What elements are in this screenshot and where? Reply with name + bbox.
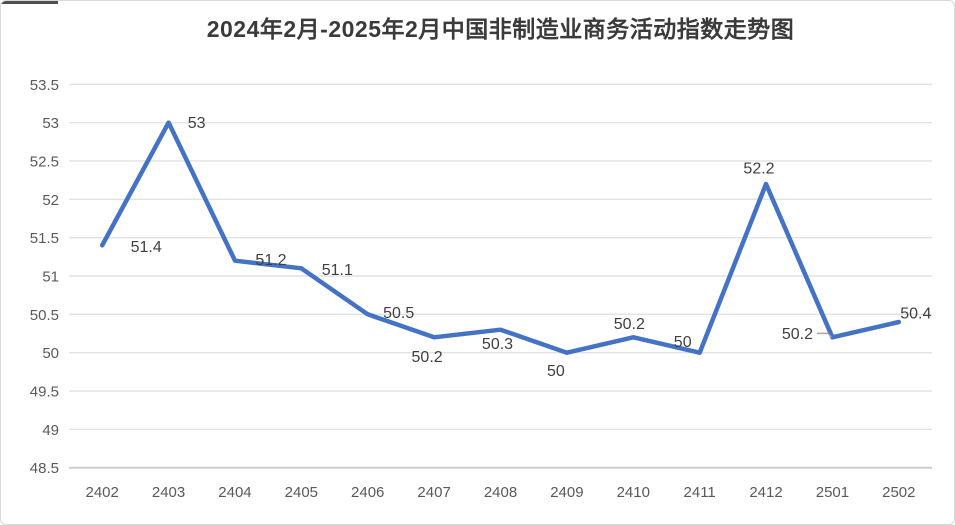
y-axis-tick-label: 49 bbox=[42, 422, 59, 439]
data-point-label: 53 bbox=[188, 115, 206, 132]
x-axis-category-label: 2403 bbox=[152, 484, 185, 501]
y-axis-tick-label: 53 bbox=[42, 115, 59, 132]
data-point-label: 50.3 bbox=[482, 336, 513, 353]
x-axis-category-label: 2411 bbox=[684, 484, 716, 501]
x-axis-category-label: 2408 bbox=[484, 484, 517, 501]
data-point-label: 50.2 bbox=[614, 316, 645, 333]
x-axis-category-label: 2407 bbox=[417, 484, 450, 501]
data-point-label: 52.2 bbox=[743, 161, 774, 178]
data-point-label: 50.2 bbox=[412, 349, 443, 366]
chart-title: 2024年2月-2025年2月中国非制造业商务活动指数走势图 bbox=[206, 16, 795, 42]
x-axis-category-label: 2405 bbox=[285, 484, 318, 501]
x-axis-category-label: 2412 bbox=[749, 484, 782, 501]
data-label-leader-line bbox=[816, 332, 832, 338]
y-axis-tick-label: 52.5 bbox=[30, 153, 59, 170]
data-point-label: 50.5 bbox=[383, 305, 414, 322]
data-point-label: 50.4 bbox=[900, 306, 931, 323]
series-line bbox=[99, 120, 902, 355]
data-point-label: 51.1 bbox=[322, 262, 353, 279]
y-axis-tick-label: 51.5 bbox=[30, 230, 59, 247]
data-point-label: 50 bbox=[547, 363, 565, 380]
y-axis-tick-label: 50.5 bbox=[30, 307, 59, 324]
data-point-label: 50 bbox=[674, 334, 692, 351]
y-axis-tick-label: 51 bbox=[42, 269, 59, 286]
data-point-label: 51.2 bbox=[255, 252, 286, 269]
x-axis-category-label: 2410 bbox=[617, 484, 650, 501]
x-axis-category-label: 2501 bbox=[816, 484, 849, 501]
x-axis-category-label: 2402 bbox=[86, 484, 119, 501]
window-edge-artifact bbox=[1, 1, 58, 4]
data-point-label: 51.4 bbox=[131, 239, 162, 256]
y-axis-tick-label: 50 bbox=[42, 345, 59, 362]
x-axis-category-label: 2502 bbox=[882, 484, 915, 501]
x-axis-category-label: 2404 bbox=[218, 484, 251, 501]
data-point-label: 50.2 bbox=[782, 326, 813, 343]
x-axis-category-label: 2409 bbox=[550, 484, 583, 501]
y-axis-tick-label: 49.5 bbox=[30, 384, 59, 401]
x-axis-category-label: 2406 bbox=[351, 484, 384, 501]
y-axis-tick-label: 53.5 bbox=[30, 77, 59, 94]
y-axis-tick-label: 48.5 bbox=[30, 460, 59, 477]
y-axis-tick-label: 52 bbox=[42, 192, 59, 209]
